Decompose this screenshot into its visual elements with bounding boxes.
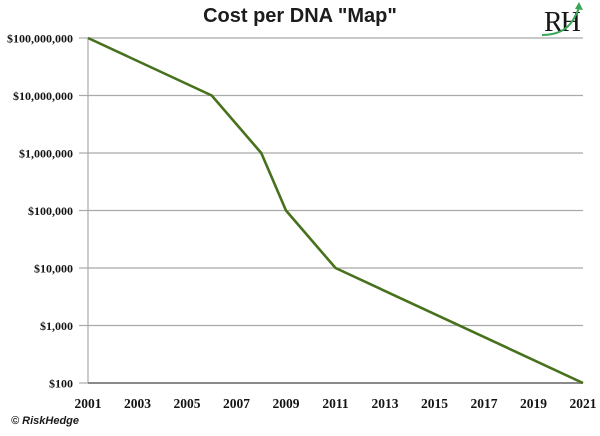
x-axis-label: 2009 bbox=[273, 396, 300, 411]
y-axis-label: $10,000 bbox=[34, 262, 73, 276]
x-axis-label: 2007 bbox=[223, 396, 250, 411]
logo-growth-arrow-icon bbox=[541, 7, 580, 36]
x-axis-label: 2005 bbox=[174, 396, 201, 411]
x-axis-label: 2021 bbox=[570, 396, 597, 411]
y-axis-label: $1,000 bbox=[40, 319, 73, 333]
x-axis-label: 2017 bbox=[471, 396, 498, 411]
x-axis-label: 2003 bbox=[124, 396, 151, 411]
logo-arrowhead-icon bbox=[575, 2, 583, 10]
x-axis-label: 2015 bbox=[421, 396, 448, 411]
copyright-credit: © RiskHedge bbox=[11, 415, 80, 427]
x-axis-label: 2001 bbox=[75, 396, 102, 411]
y-axis-label: $100,000,000 bbox=[7, 32, 73, 46]
x-axis-label: 2013 bbox=[372, 396, 399, 411]
x-axis-label: 2019 bbox=[520, 396, 547, 411]
riskhedge-logo: RH bbox=[541, 2, 583, 38]
chart-title: Cost per DNA "Map" bbox=[203, 5, 397, 27]
y-axis-label: $1,000,000 bbox=[19, 147, 73, 161]
y-axis-label: $10,000,000 bbox=[13, 89, 73, 103]
y-axis-label: $100 bbox=[49, 377, 73, 391]
y-axis-label: $100,000 bbox=[28, 204, 73, 218]
cost-line-series bbox=[87, 36, 584, 385]
x-axis-label: 2011 bbox=[322, 396, 349, 411]
